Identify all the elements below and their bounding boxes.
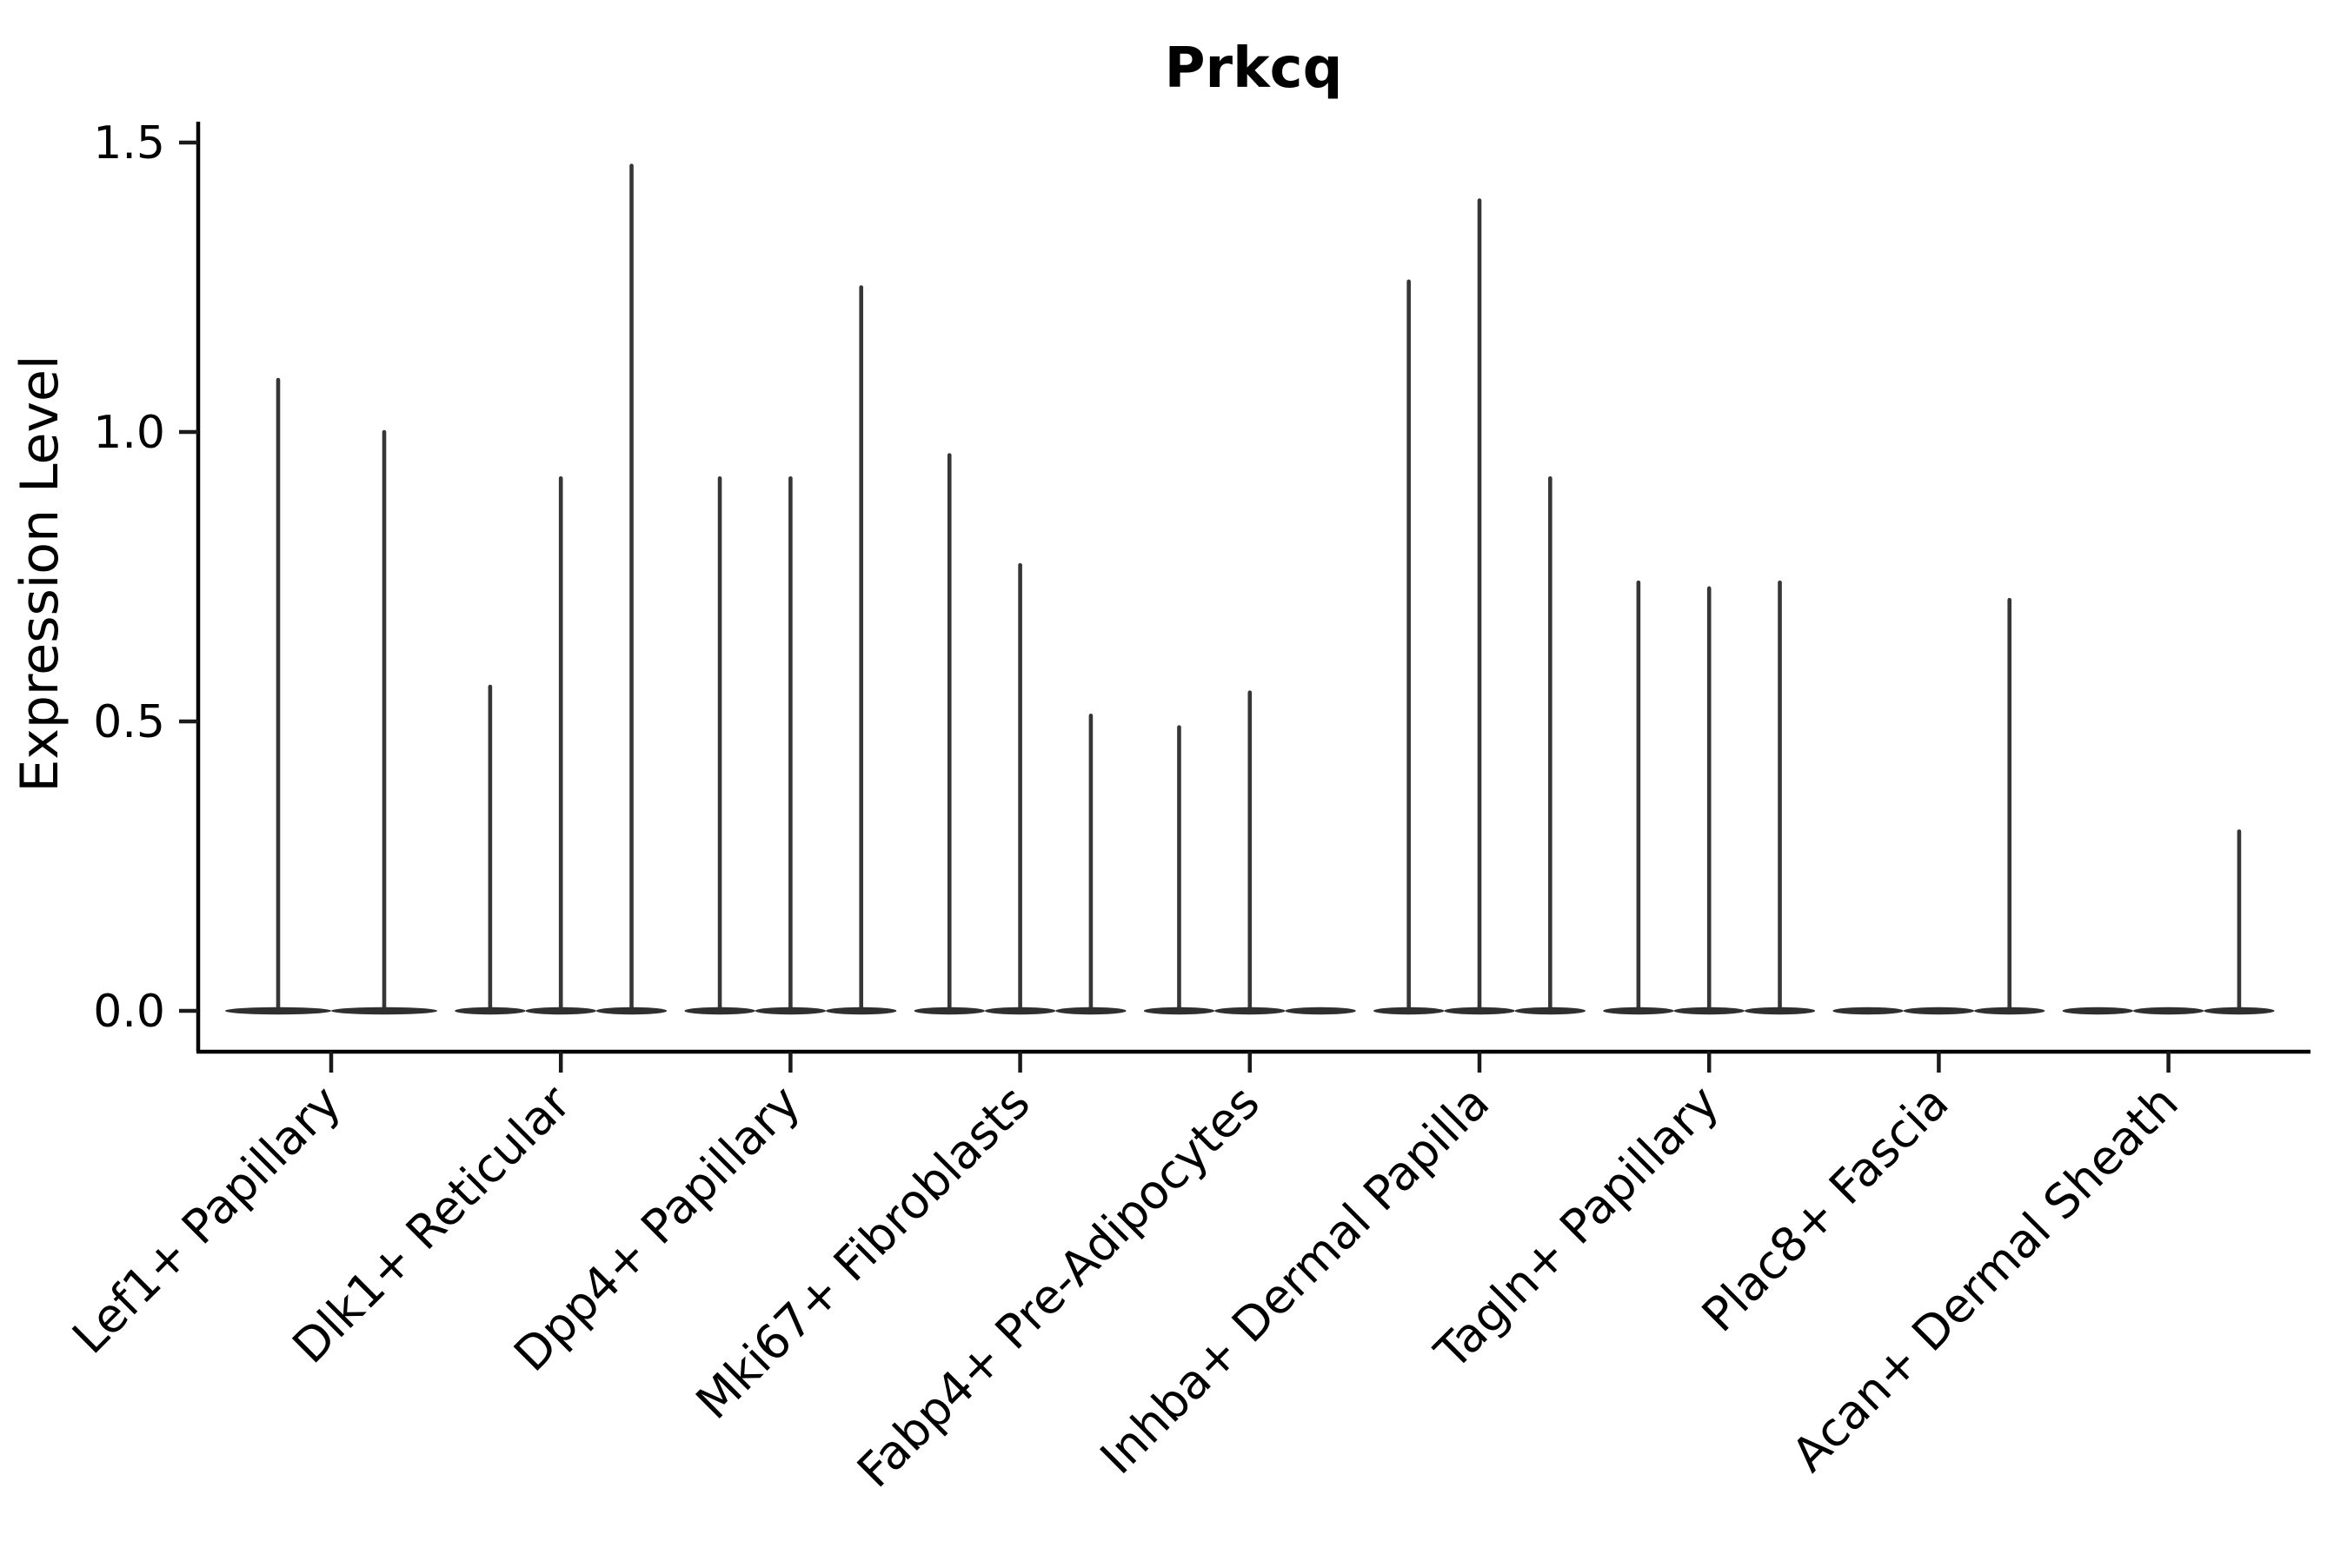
- violin-body: [455, 1007, 526, 1015]
- violin-body: [1832, 1007, 1904, 1015]
- violin-body: [1055, 1007, 1127, 1015]
- violin-body: [984, 1007, 1056, 1015]
- y-tick-label: 1.0: [93, 407, 165, 459]
- violin: [1673, 586, 1745, 1015]
- violin-body: [914, 1007, 985, 1015]
- violin-body: [1373, 1007, 1445, 1015]
- violin: [755, 475, 827, 1015]
- violin: [1744, 580, 1816, 1015]
- x-category-label: Acan+ Dermal Sheath: [1781, 1075, 2188, 1482]
- violin: [826, 285, 897, 1015]
- violin-body: [755, 1007, 827, 1015]
- violin-body: [1603, 1007, 1674, 1015]
- x-category-label: Fabp4+ Pre-Adipocytes: [847, 1075, 1270, 1498]
- violin-body: [1285, 1007, 1356, 1015]
- violin: [1444, 198, 1515, 1015]
- y-tick-label: 1.5: [93, 117, 165, 169]
- violin-body: [225, 1007, 331, 1015]
- violin: [1603, 580, 1674, 1015]
- x-category-label: Plac8+ Fascia: [1692, 1075, 1959, 1343]
- violin-body: [1514, 1007, 1586, 1015]
- violin: [1285, 1007, 1356, 1015]
- violin-body: [1673, 1007, 1745, 1015]
- violin-body: [331, 1007, 437, 1015]
- x-category-label: Inhba+ Dermal Papilla: [1090, 1075, 1499, 1485]
- violin-body: [525, 1007, 596, 1015]
- y-tick-labels: 0.0 0.5 1.0 1.5: [93, 117, 165, 1038]
- violin: [331, 429, 437, 1015]
- violin: [2062, 1007, 2133, 1015]
- y-tick-label: 0.5: [93, 696, 165, 748]
- violin-body: [1974, 1007, 2045, 1015]
- violin: [1373, 279, 1445, 1015]
- y-tick-label: 0.0: [93, 986, 165, 1038]
- violin: [2204, 829, 2275, 1015]
- violins-layer: [225, 163, 2275, 1015]
- violin: [1974, 597, 2045, 1015]
- violin-body: [1214, 1007, 1286, 1015]
- violin: [2132, 1007, 2204, 1015]
- violin-body: [2132, 1007, 2204, 1015]
- violin-body: [684, 1007, 755, 1015]
- violin: [1903, 1007, 1975, 1015]
- chart-title: Prkcq: [1165, 37, 1343, 101]
- violin-body: [1744, 1007, 1816, 1015]
- violin-body: [1903, 1007, 1975, 1015]
- violin: [684, 475, 755, 1015]
- violin: [914, 453, 985, 1015]
- violin-body: [1143, 1007, 1215, 1015]
- violin: [1214, 690, 1286, 1015]
- violin-body: [595, 1007, 668, 1015]
- violin: [984, 562, 1056, 1015]
- violin: [225, 377, 331, 1015]
- violin: [595, 163, 668, 1015]
- violin: [525, 475, 596, 1015]
- violin: [1832, 1007, 1904, 1015]
- violin-body: [1444, 1007, 1515, 1015]
- violin: [1055, 714, 1127, 1015]
- y-axis-title: Expression Level: [10, 355, 70, 792]
- violin: [455, 684, 526, 1015]
- axes-layer: [179, 122, 2310, 1073]
- violin-body: [2062, 1007, 2133, 1015]
- violin: [1143, 725, 1215, 1015]
- violin-body: [826, 1007, 897, 1015]
- violin: [1514, 475, 1586, 1015]
- violin-body: [2204, 1007, 2275, 1015]
